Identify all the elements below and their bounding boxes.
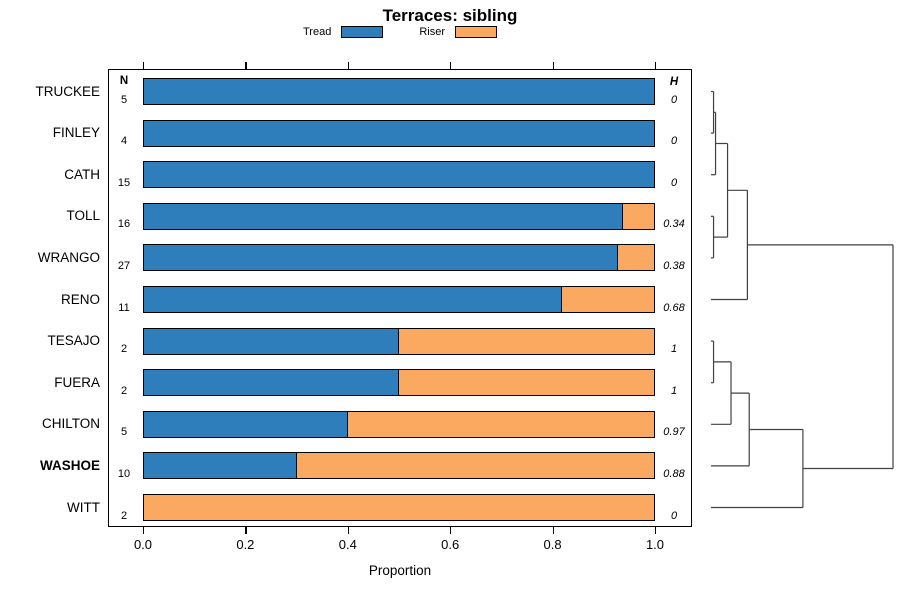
h-column-header: H: [669, 75, 679, 88]
n-value: 15: [117, 176, 131, 189]
x-tick-top: [552, 62, 554, 69]
tread-segment: [144, 162, 654, 188]
x-tick-top: [655, 62, 657, 69]
h-value: 1: [670, 343, 678, 356]
category-label-chilton: CHILTON: [41, 416, 100, 432]
chart-title: Terraces: sibling: [382, 6, 518, 25]
x-tick-label: 0.8: [543, 537, 562, 552]
stacked-bar-wrango: [143, 244, 655, 272]
legend-swatch-tread: [341, 26, 384, 38]
tread-segment: [144, 370, 399, 396]
legend: Tread Riser: [108, 24, 692, 40]
x-tick-label: 0.6: [441, 537, 460, 552]
n-value: 2: [120, 384, 128, 397]
tread-segment: [144, 79, 654, 104]
x-tick-bottom: [245, 527, 247, 534]
h-value: 0: [670, 93, 678, 106]
tread-segment: [144, 287, 563, 312]
riser-segment: [623, 203, 654, 229]
x-tick-bottom: [552, 527, 554, 534]
stacked-bar-toll: [143, 202, 655, 230]
x-tick-bottom: [347, 527, 349, 534]
tread-segment: [144, 411, 348, 437]
x-tick-top: [245, 62, 247, 69]
x-tick-label: 0.0: [133, 537, 153, 552]
category-label-truckee: TRUCKEE: [35, 83, 100, 99]
riser-segment: [618, 245, 654, 271]
legend-swatch-riser: [455, 26, 497, 38]
n-value: 5: [120, 426, 128, 439]
x-tick-label: 0.4: [338, 537, 357, 552]
category-label-wrango: WRANGO: [37, 249, 100, 265]
h-value: 0.88: [663, 467, 685, 480]
h-value: 0.97: [663, 426, 685, 439]
h-value: 0: [670, 135, 678, 148]
category-label-toll: TOLL: [66, 208, 100, 224]
tread-segment: [144, 203, 624, 229]
category-label-witt: WITT: [67, 499, 100, 515]
n-column-header: N: [119, 74, 129, 87]
tread-segment: [144, 453, 297, 479]
tread-segment: [144, 245, 619, 271]
category-label-washoe: WASHOE: [39, 457, 100, 473]
plot-frame: [108, 69, 692, 527]
n-value: 5: [120, 93, 128, 106]
h-value: 0: [670, 176, 678, 189]
tread-segment: [144, 328, 399, 354]
x-axis-title: Proportion: [368, 563, 432, 578]
riser-segment: [297, 453, 654, 479]
x-tick-bottom: [450, 527, 452, 534]
riser-segment: [399, 328, 654, 354]
stacked-bar-witt: [143, 494, 655, 521]
riser-segment: [399, 370, 654, 396]
legend-label-tread: Tread: [303, 26, 332, 38]
n-value: 2: [120, 343, 128, 356]
riser-segment: [348, 411, 654, 437]
category-label-fuera: FUERA: [54, 374, 100, 390]
h-value: 0.68: [663, 301, 685, 314]
stacked-bar-chilton: [143, 410, 655, 438]
n-value: 27: [117, 259, 131, 272]
stacked-bar-fuera: [143, 369, 655, 397]
x-tick-label: 1.0: [645, 537, 665, 552]
legend-label-riser: Riser: [419, 26, 445, 38]
h-value: 0.38: [663, 259, 685, 272]
category-label-cath: CATH: [64, 166, 100, 182]
h-value: 1: [670, 384, 678, 397]
x-tick-bottom: [143, 527, 145, 534]
stacked-bar-tesajo: [143, 327, 655, 355]
n-value: 4: [120, 135, 128, 148]
x-tick-bottom: [655, 527, 657, 534]
category-label-finley: FINLEY: [52, 125, 100, 141]
riser-segment: [144, 495, 654, 520]
n-value: 16: [117, 218, 131, 231]
tread-segment: [144, 120, 654, 146]
category-label-tesajo: TESAJO: [47, 333, 100, 349]
n-value: 2: [120, 509, 128, 522]
stacked-bar-finley: [143, 119, 655, 147]
x-tick-top: [347, 62, 349, 69]
n-value: 11: [118, 301, 130, 314]
riser-segment: [562, 287, 654, 312]
category-label-reno: RENO: [60, 291, 100, 307]
stacked-bar-cath: [143, 161, 655, 189]
x-tick-top: [143, 62, 145, 69]
stacked-bar-truckee: [143, 78, 655, 105]
x-tick-label: 0.2: [236, 537, 255, 552]
n-value: 10: [117, 467, 131, 480]
h-value: 0.34: [663, 218, 685, 231]
stacked-bar-washoe: [143, 452, 655, 480]
h-value: 0: [670, 509, 678, 522]
stacked-bar-reno: [143, 286, 655, 313]
x-tick-top: [450, 62, 452, 69]
